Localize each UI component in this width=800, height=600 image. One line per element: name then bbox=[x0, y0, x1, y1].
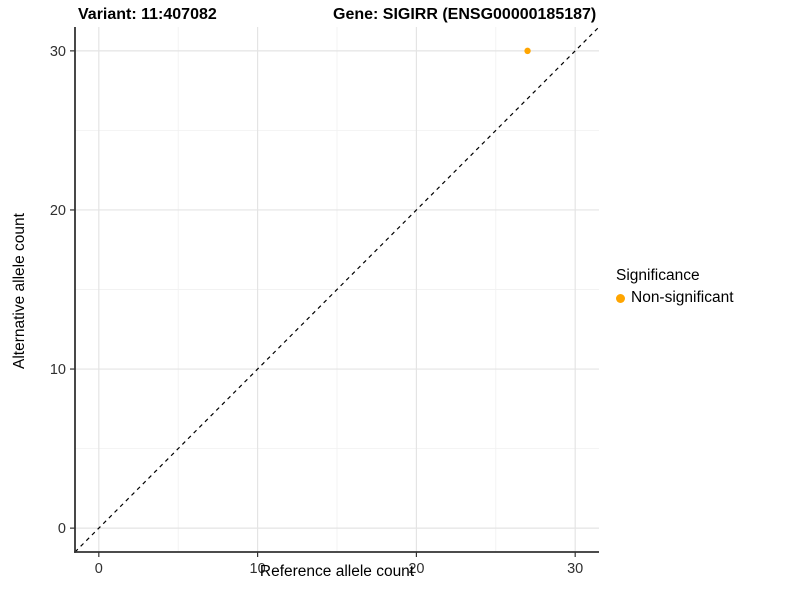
x-tick-label: 20 bbox=[408, 561, 424, 577]
x-axis-title: Reference allele count bbox=[259, 563, 415, 580]
legend-title: Significance bbox=[616, 267, 700, 284]
x-tick-label: 30 bbox=[567, 561, 583, 577]
legend-item-non-significant: Non-significant bbox=[616, 289, 734, 307]
y-tick-label: 10 bbox=[50, 362, 66, 378]
x-tick-label: 0 bbox=[95, 561, 103, 577]
legend-item-label: Non-significant bbox=[631, 289, 734, 306]
x-tick-label: 10 bbox=[250, 561, 266, 577]
plot-title-gene: Gene: SIGIRR (ENSG00000185187) bbox=[333, 6, 597, 23]
legend: Significance Non-significant bbox=[616, 267, 734, 307]
y-tick-label: 20 bbox=[50, 203, 66, 219]
plot-title-variant: Variant: 11:407082 bbox=[78, 6, 217, 23]
identity-reference-line bbox=[74, 26, 600, 553]
y-tick-label: 0 bbox=[58, 521, 66, 537]
data-point bbox=[524, 47, 531, 55]
y-axis-title: Alternative allele count bbox=[11, 213, 28, 369]
y-tick-label: 30 bbox=[50, 44, 66, 60]
legend-point-icon bbox=[616, 293, 625, 303]
